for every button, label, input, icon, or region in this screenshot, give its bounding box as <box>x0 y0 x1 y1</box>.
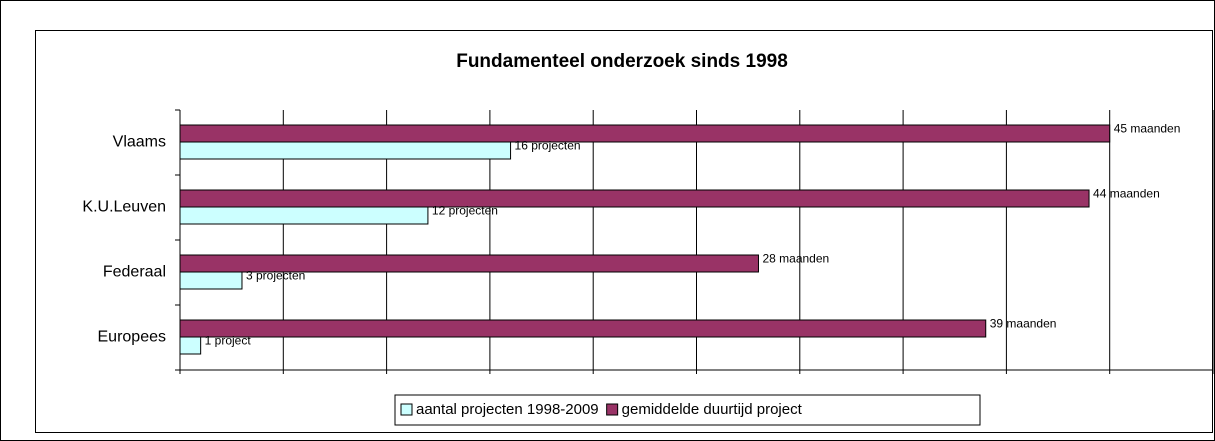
bar <box>179 189 1090 208</box>
bar <box>179 271 243 290</box>
data-label: 1 project <box>205 334 252 348</box>
y-tick-label: Europees <box>98 329 167 346</box>
data-label: 44 maanden <box>1093 187 1160 201</box>
data-label: 45 maanden <box>1114 122 1181 136</box>
bar <box>179 141 512 160</box>
legend-label: aantal projecten 1998-2009 <box>416 401 599 418</box>
data-label: 16 projecten <box>515 139 581 153</box>
y-tick-label: Federaal <box>103 264 166 281</box>
bar <box>179 124 1111 143</box>
chart-title: Fundamenteel onderzoek sinds 1998 <box>456 51 788 72</box>
y-tick-label: Vlaams <box>113 134 166 151</box>
bar <box>179 254 759 273</box>
data-label: 12 projecten <box>432 204 498 218</box>
bar <box>179 206 429 225</box>
legend-label: gemiddelde duurtijd project <box>622 401 803 418</box>
y-tick-label: K.U.Leuven <box>82 199 166 216</box>
data-label: 3 projecten <box>246 269 305 283</box>
chart-frame <box>35 30 1213 433</box>
data-label: 39 maanden <box>990 317 1057 331</box>
data-label: 28 maanden <box>762 252 829 266</box>
legend-box <box>394 394 981 426</box>
bar <box>179 319 987 338</box>
legend-swatch <box>400 403 413 416</box>
legend-swatch <box>606 403 619 416</box>
bar <box>179 336 202 355</box>
